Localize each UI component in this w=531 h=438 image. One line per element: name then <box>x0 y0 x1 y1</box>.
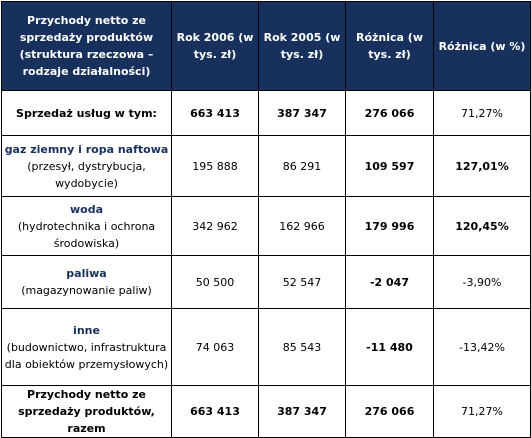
table-row: Przychody netto ze sprzedaży produktów, … <box>1 385 531 438</box>
category-description: (przesył, dystrybucja, wydobycie) <box>27 159 146 190</box>
value-2006: 663 413 <box>171 385 259 438</box>
value-2005: 387 347 <box>258 90 346 136</box>
value-diff: 276 066 <box>345 385 434 438</box>
value-pct: -3,90% <box>433 255 531 309</box>
value-2006: 663 413 <box>171 90 259 136</box>
header-diff-percent: Różnica (w %) <box>433 1 531 91</box>
header-diff-value: Różnica (w tys. zł) <box>345 1 434 91</box>
category-description: (hydrotechnika i ochrona środowiska) <box>17 219 156 250</box>
category-name: inne <box>73 323 100 337</box>
header-year-2005: Rok 2005 (w tys. zł) <box>258 1 346 91</box>
value-diff: 179 996 <box>345 196 434 256</box>
value-2006: 74 063 <box>171 308 259 386</box>
category-name: paliwa <box>66 267 107 280</box>
value-2005: 86 291 <box>258 135 346 197</box>
category-description: (budownictwo, infrastruktura dla obiektó… <box>4 340 169 371</box>
row-label-cell: inne (budownictwo, infrastruktura dla ob… <box>1 308 172 386</box>
value-pct: 71,27% <box>433 385 531 438</box>
value-2005: 162 966 <box>258 196 346 256</box>
value-diff: -2 047 <box>345 255 434 309</box>
value-2005: 387 347 <box>258 385 346 438</box>
value-diff: 276 066 <box>345 90 434 136</box>
category-name: gaz ziemny i ropa naftowa <box>4 142 169 156</box>
header-row: Przychody netto ze sprzedaży produktów (… <box>1 1 531 91</box>
value-pct: -13,42% <box>433 308 531 386</box>
row-label-cell: paliwa (magazynowanie paliw) <box>1 255 172 309</box>
category-description: (magazynowanie paliw) <box>21 284 152 297</box>
header-year-2006: Rok 2006 (w tys. zł) <box>171 1 259 91</box>
value-pct: 120,45% <box>433 196 531 256</box>
table-row: woda (hydrotechnika i ochrona środowiska… <box>1 196 531 256</box>
value-pct: 127,01% <box>433 135 531 197</box>
value-diff: -11 480 <box>345 308 434 386</box>
value-2005: 85 543 <box>258 308 346 386</box>
value-2006: 195 888 <box>171 135 259 197</box>
table-row: gaz ziemny i ropa naftowa (przesył, dyst… <box>1 135 531 197</box>
row-label-cell: gaz ziemny i ropa naftowa (przesył, dyst… <box>1 135 172 197</box>
value-2006: 50 500 <box>171 255 259 309</box>
table-row: paliwa (magazynowanie paliw) 50 500 52 5… <box>1 255 531 309</box>
value-2006: 342 962 <box>171 196 259 256</box>
value-2005: 52 547 <box>258 255 346 309</box>
value-diff: 109 597 <box>345 135 434 197</box>
row-label: Sprzedaż usług w tym: <box>1 90 172 136</box>
header-category: Przychody netto ze sprzedaży produktów (… <box>1 1 172 91</box>
category-name: woda <box>69 202 104 216</box>
table-row: inne (budownictwo, infrastruktura dla ob… <box>1 308 531 386</box>
row-label-cell: woda (hydrotechnika i ochrona środowiska… <box>1 196 172 256</box>
row-label: Przychody netto ze sprzedaży produktów, … <box>1 385 172 438</box>
value-pct: 71,27% <box>433 90 531 136</box>
table-row: Sprzedaż usług w tym: 663 413 387 347 27… <box>1 90 531 136</box>
